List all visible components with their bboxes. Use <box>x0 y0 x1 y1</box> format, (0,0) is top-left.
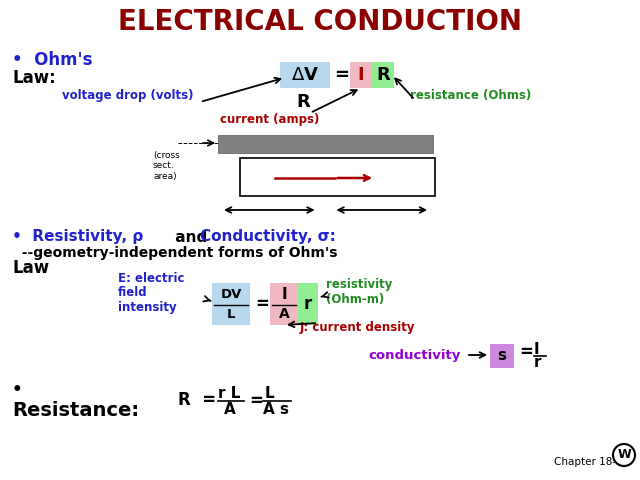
Bar <box>298 283 318 325</box>
Circle shape <box>613 444 635 466</box>
Text: •  Resistivity, ρ: • Resistivity, ρ <box>12 229 143 244</box>
Text: R: R <box>376 66 390 84</box>
Text: r: r <box>534 355 541 370</box>
Bar <box>490 344 514 368</box>
Text: resistance (Ohms): resistance (Ohms) <box>410 88 531 101</box>
Text: $\Delta$V: $\Delta$V <box>291 66 319 84</box>
Text: and: and <box>170 229 212 244</box>
Text: conductivity: conductivity <box>368 348 460 361</box>
Text: DV: DV <box>220 288 242 301</box>
Text: voltage drop (volts): voltage drop (volts) <box>62 88 193 101</box>
Bar <box>240 158 435 196</box>
Bar <box>350 62 372 88</box>
Text: resistivity
(Ohm-m): resistivity (Ohm-m) <box>326 278 392 306</box>
Text: --geometry-independent forms of Ohm's: --geometry-independent forms of Ohm's <box>12 246 337 260</box>
Text: =: = <box>519 343 533 360</box>
Text: R  =: R = <box>178 391 216 409</box>
Text: Law:: Law: <box>12 69 56 87</box>
Text: s: s <box>497 348 506 363</box>
Text: =: = <box>255 295 269 313</box>
Text: A: A <box>224 403 236 418</box>
Text: I: I <box>358 66 364 84</box>
Bar <box>372 62 394 88</box>
Text: Resistance:: Resistance: <box>12 400 139 420</box>
Text: Conductivity, σ:: Conductivity, σ: <box>200 229 336 244</box>
Text: E: electric
field
intensity: E: electric field intensity <box>118 272 184 314</box>
Text: I: I <box>281 287 287 302</box>
Text: J: current density: J: current density <box>300 322 415 335</box>
Bar <box>212 283 250 325</box>
Text: •  Ohm's: • Ohm's <box>12 51 93 69</box>
Text: R: R <box>296 93 310 111</box>
Text: •: • <box>12 381 22 399</box>
Text: (cross
sect.
area): (cross sect. area) <box>153 151 180 181</box>
Text: current (amps): current (amps) <box>220 113 320 127</box>
Text: A s: A s <box>263 403 289 418</box>
Text: Law: Law <box>12 259 49 277</box>
Text: I: I <box>534 343 540 358</box>
Text: L: L <box>227 308 236 321</box>
Text: r L: r L <box>218 386 241 401</box>
Text: A: A <box>278 308 289 322</box>
Text: =: = <box>334 66 349 84</box>
Text: W: W <box>617 448 631 461</box>
Text: =: = <box>249 392 263 410</box>
Bar <box>280 62 330 88</box>
Text: Chapter 18-3: Chapter 18-3 <box>554 457 623 467</box>
Text: ELECTRICAL CONDUCTION: ELECTRICAL CONDUCTION <box>118 8 522 36</box>
Bar <box>218 135 433 153</box>
Text: L: L <box>265 386 275 401</box>
Bar <box>270 283 298 325</box>
Text: r: r <box>304 295 312 313</box>
